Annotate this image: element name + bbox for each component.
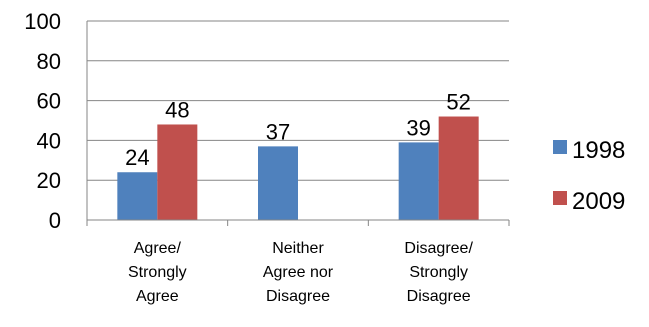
x-tick-label: Neither Agree nor Disagree	[263, 240, 334, 305]
y-tick-label: 0	[49, 208, 61, 233]
x-tick-label: Agree/Strongly Agree	[128, 240, 187, 305]
y-tick-label: 40	[37, 128, 61, 153]
data-label: 37	[266, 119, 290, 144]
bar	[438, 116, 479, 220]
y-tick-label: 60	[37, 89, 61, 114]
data-label: 48	[165, 97, 189, 122]
data-labels: 24 48 37 39 52	[125, 90, 471, 171]
bar	[258, 146, 298, 220]
x-axis: Agree/Strongly Agree Neither Agree nor Disag…	[86, 219, 510, 305]
data-label: 39	[406, 115, 430, 140]
data-label: 52	[446, 90, 470, 115]
x-tick-label: Disagree/Strongly Disagree	[404, 240, 473, 305]
y-tick-label: 100	[24, 9, 61, 34]
bars	[117, 116, 479, 220]
legend: 1998 2009	[553, 137, 625, 215]
y-tick-label: 80	[37, 49, 61, 74]
bar	[117, 172, 158, 220]
legend-label: 1998	[572, 137, 625, 164]
legend-label: 2009	[572, 188, 625, 215]
data-label: 24	[125, 145, 149, 170]
y-tick-label: 20	[37, 168, 61, 193]
y-axis: 0 20 40 60 80 100	[24, 9, 88, 233]
legend-swatch	[553, 140, 567, 154]
legend-swatch	[553, 191, 567, 205]
bar	[157, 124, 198, 220]
bar	[398, 142, 439, 220]
